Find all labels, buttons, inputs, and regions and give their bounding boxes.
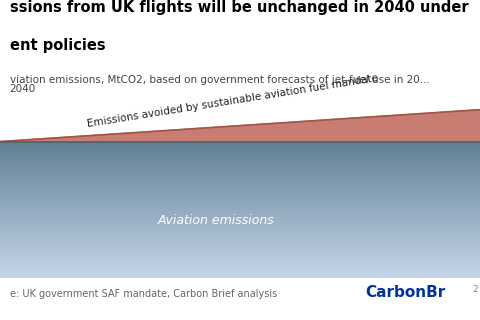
Text: ent policies: ent policies (10, 38, 105, 53)
Text: 2040: 2040 (10, 84, 36, 94)
Text: ssions from UK flights will be unchanged in 2040 under: ssions from UK flights will be unchanged… (10, 0, 468, 15)
Text: e: UK government SAF mandate, Carbon Brief analysis: e: UK government SAF mandate, Carbon Bri… (10, 289, 277, 299)
Text: Aviation emissions: Aviation emissions (157, 214, 275, 228)
Text: 3: 3 (469, 98, 477, 108)
Text: CarbonBr: CarbonBr (365, 285, 445, 300)
Text: 0: 0 (2, 130, 10, 140)
Text: viation emissions, MtCO2, based on government forecasts of jet-fuel use in 20...: viation emissions, MtCO2, based on gover… (10, 75, 430, 85)
Text: 2: 2 (472, 285, 478, 294)
Text: Emissions avoided by sustainable aviation fuel mandate: Emissions avoided by sustainable aviatio… (86, 73, 379, 129)
